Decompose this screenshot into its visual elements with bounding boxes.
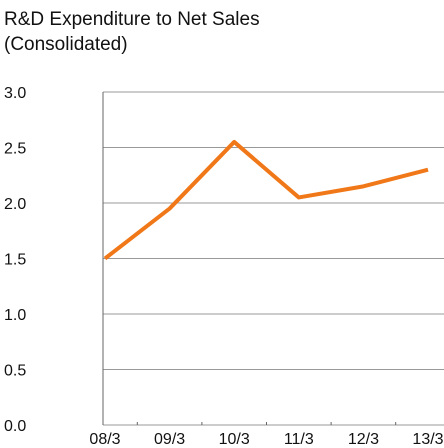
y-tick-label: 1.5 — [4, 252, 26, 269]
x-tick-label: 09/3 — [154, 431, 185, 448]
y-tick-label: 1.0 — [4, 307, 26, 324]
x-tick-label: 08/3 — [89, 431, 120, 448]
chart-subtitle: (Consolidated) — [4, 34, 128, 55]
y-tick-label: 2.0 — [4, 196, 26, 213]
line-series — [103, 139, 429, 261]
x-tick-label: 13/3 — [412, 431, 443, 448]
chart-title: R&D Expenditure to Net Sales — [4, 9, 260, 30]
y-tick-label: 0.5 — [4, 363, 26, 380]
y-tick-label: 0.0 — [4, 418, 26, 435]
y-tick-label: 2.5 — [4, 141, 26, 158]
y-tick-label: 3.0 — [4, 85, 26, 102]
x-tick-label: 10/3 — [219, 431, 250, 448]
x-tick-label: 12/3 — [348, 431, 379, 448]
x-tick-label: 11/3 — [284, 431, 314, 448]
